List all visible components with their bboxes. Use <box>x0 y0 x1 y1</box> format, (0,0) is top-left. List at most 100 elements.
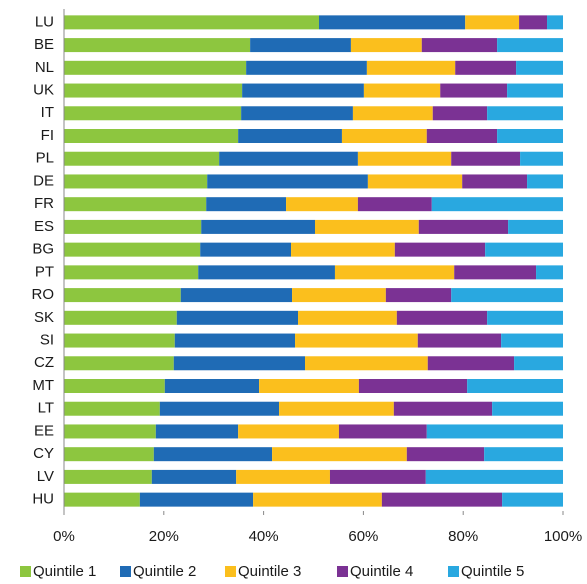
bar-segment <box>238 129 342 143</box>
bar-segment <box>520 151 563 166</box>
y-tick-label: SI <box>40 332 54 349</box>
y-tick-label: BE <box>34 36 54 53</box>
bar-segment <box>64 288 181 303</box>
bar-segment <box>508 219 563 234</box>
y-tick-label: MT <box>32 377 54 394</box>
bar-segment <box>246 60 367 75</box>
bar-segment <box>64 492 140 507</box>
bar-segment <box>207 174 368 189</box>
bar-segment <box>200 242 292 257</box>
bar-segment <box>425 469 563 484</box>
x-tick-label: 0% <box>53 528 75 545</box>
bar-segment <box>64 379 165 393</box>
y-tick-label: CY <box>33 445 54 462</box>
bar-segment <box>455 60 517 75</box>
bar-segment <box>363 83 441 98</box>
bar-segment <box>516 60 563 75</box>
bar-segment <box>64 469 152 484</box>
bar-segment <box>501 333 563 348</box>
bar-segment <box>427 356 515 371</box>
legend-label: Quintile 5 <box>461 563 524 580</box>
legend-label: Quintile 3 <box>238 563 301 580</box>
x-tick-label: 80% <box>448 528 478 545</box>
bar-segment <box>64 151 220 166</box>
bar-segment <box>64 129 239 143</box>
legend-swatch <box>448 566 459 577</box>
bar-segment <box>357 151 452 166</box>
legend-label: Quintile 2 <box>133 563 196 580</box>
bar-segment <box>64 242 201 257</box>
bar-segment <box>64 197 207 212</box>
legend-swatch <box>225 566 236 577</box>
bar-segment <box>291 242 395 257</box>
bar-segment <box>64 106 242 121</box>
bar-segment <box>286 197 358 212</box>
bar-segment <box>64 15 319 30</box>
bar-segment <box>238 424 339 439</box>
bar-segment <box>174 333 296 348</box>
bar-segment <box>329 469 426 484</box>
bar-segment <box>64 219 202 234</box>
bar-segment <box>547 15 563 30</box>
bar-segment <box>64 424 156 439</box>
bar-segment <box>295 333 418 348</box>
bar-segment <box>393 401 493 416</box>
bar-segment <box>406 447 485 462</box>
bar-segment <box>259 379 359 393</box>
y-tick-label: CZ <box>34 354 54 371</box>
bar-segment <box>272 447 407 462</box>
bar-segment <box>514 356 563 371</box>
bar-segment <box>139 492 254 507</box>
bar-segment <box>338 424 427 439</box>
bar-segment <box>305 356 428 371</box>
bar-segment <box>298 310 397 325</box>
bar-segment <box>366 60 456 75</box>
legend-swatch <box>120 566 131 577</box>
bar-segment <box>487 310 563 325</box>
bar-segment <box>198 265 335 280</box>
bar-segment <box>236 469 330 484</box>
y-tick-label: EE <box>34 422 54 439</box>
y-tick-label: PT <box>35 263 54 280</box>
bar-segment <box>417 333 502 348</box>
bar-segment <box>279 401 394 416</box>
bar-segment <box>485 242 563 257</box>
bar-segment <box>462 174 528 189</box>
bar-segment <box>426 424 563 439</box>
y-tick-label: LT <box>38 400 54 417</box>
y-tick-label: FI <box>41 127 54 144</box>
bar-segment <box>396 310 488 325</box>
bar-segment <box>64 265 199 280</box>
bar-segment <box>484 447 563 462</box>
x-tick-label: 100% <box>544 528 582 545</box>
y-tick-label: ES <box>34 218 54 235</box>
y-tick-label: LV <box>37 468 54 485</box>
bar-segment <box>536 265 563 280</box>
bar-segment <box>292 288 386 303</box>
bar-segment <box>341 129 427 143</box>
bar-segment <box>431 197 563 212</box>
y-tick-label: UK <box>33 82 54 99</box>
y-tick-label: LU <box>35 13 54 30</box>
y-tick-label: BG <box>32 241 54 258</box>
bar-segment <box>64 401 160 416</box>
bar-segment <box>507 83 563 98</box>
bar-segment <box>334 265 455 280</box>
bar-segment <box>318 15 466 30</box>
bar-segment <box>432 106 488 121</box>
x-tick-label: 60% <box>348 528 378 545</box>
bar-segment <box>201 219 315 234</box>
bar-segment <box>253 492 382 507</box>
y-tick-label: FR <box>34 195 54 212</box>
legend-label: Quintile 1 <box>33 563 96 580</box>
bar-segment <box>527 174 563 189</box>
x-tick-label: 40% <box>249 528 279 545</box>
bar-segment <box>155 424 239 439</box>
x-tick-label: 20% <box>149 528 179 545</box>
bar-segment <box>241 106 353 121</box>
bar-segment <box>250 38 351 53</box>
bar-segment <box>153 447 273 462</box>
bar-segment <box>492 401 563 416</box>
bar-segment <box>519 15 548 30</box>
